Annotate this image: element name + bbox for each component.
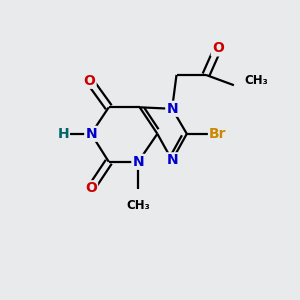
Text: N: N (166, 102, 178, 116)
Text: CH₃: CH₃ (126, 199, 150, 212)
Text: N: N (166, 153, 178, 167)
Text: Br: Br (209, 127, 226, 141)
Text: O: O (85, 181, 97, 195)
Text: O: O (84, 74, 96, 88)
Text: N: N (85, 127, 97, 141)
Text: O: O (212, 41, 224, 56)
Text: H: H (57, 127, 69, 141)
Text: N: N (132, 155, 144, 169)
Text: CH₃: CH₃ (244, 74, 268, 87)
